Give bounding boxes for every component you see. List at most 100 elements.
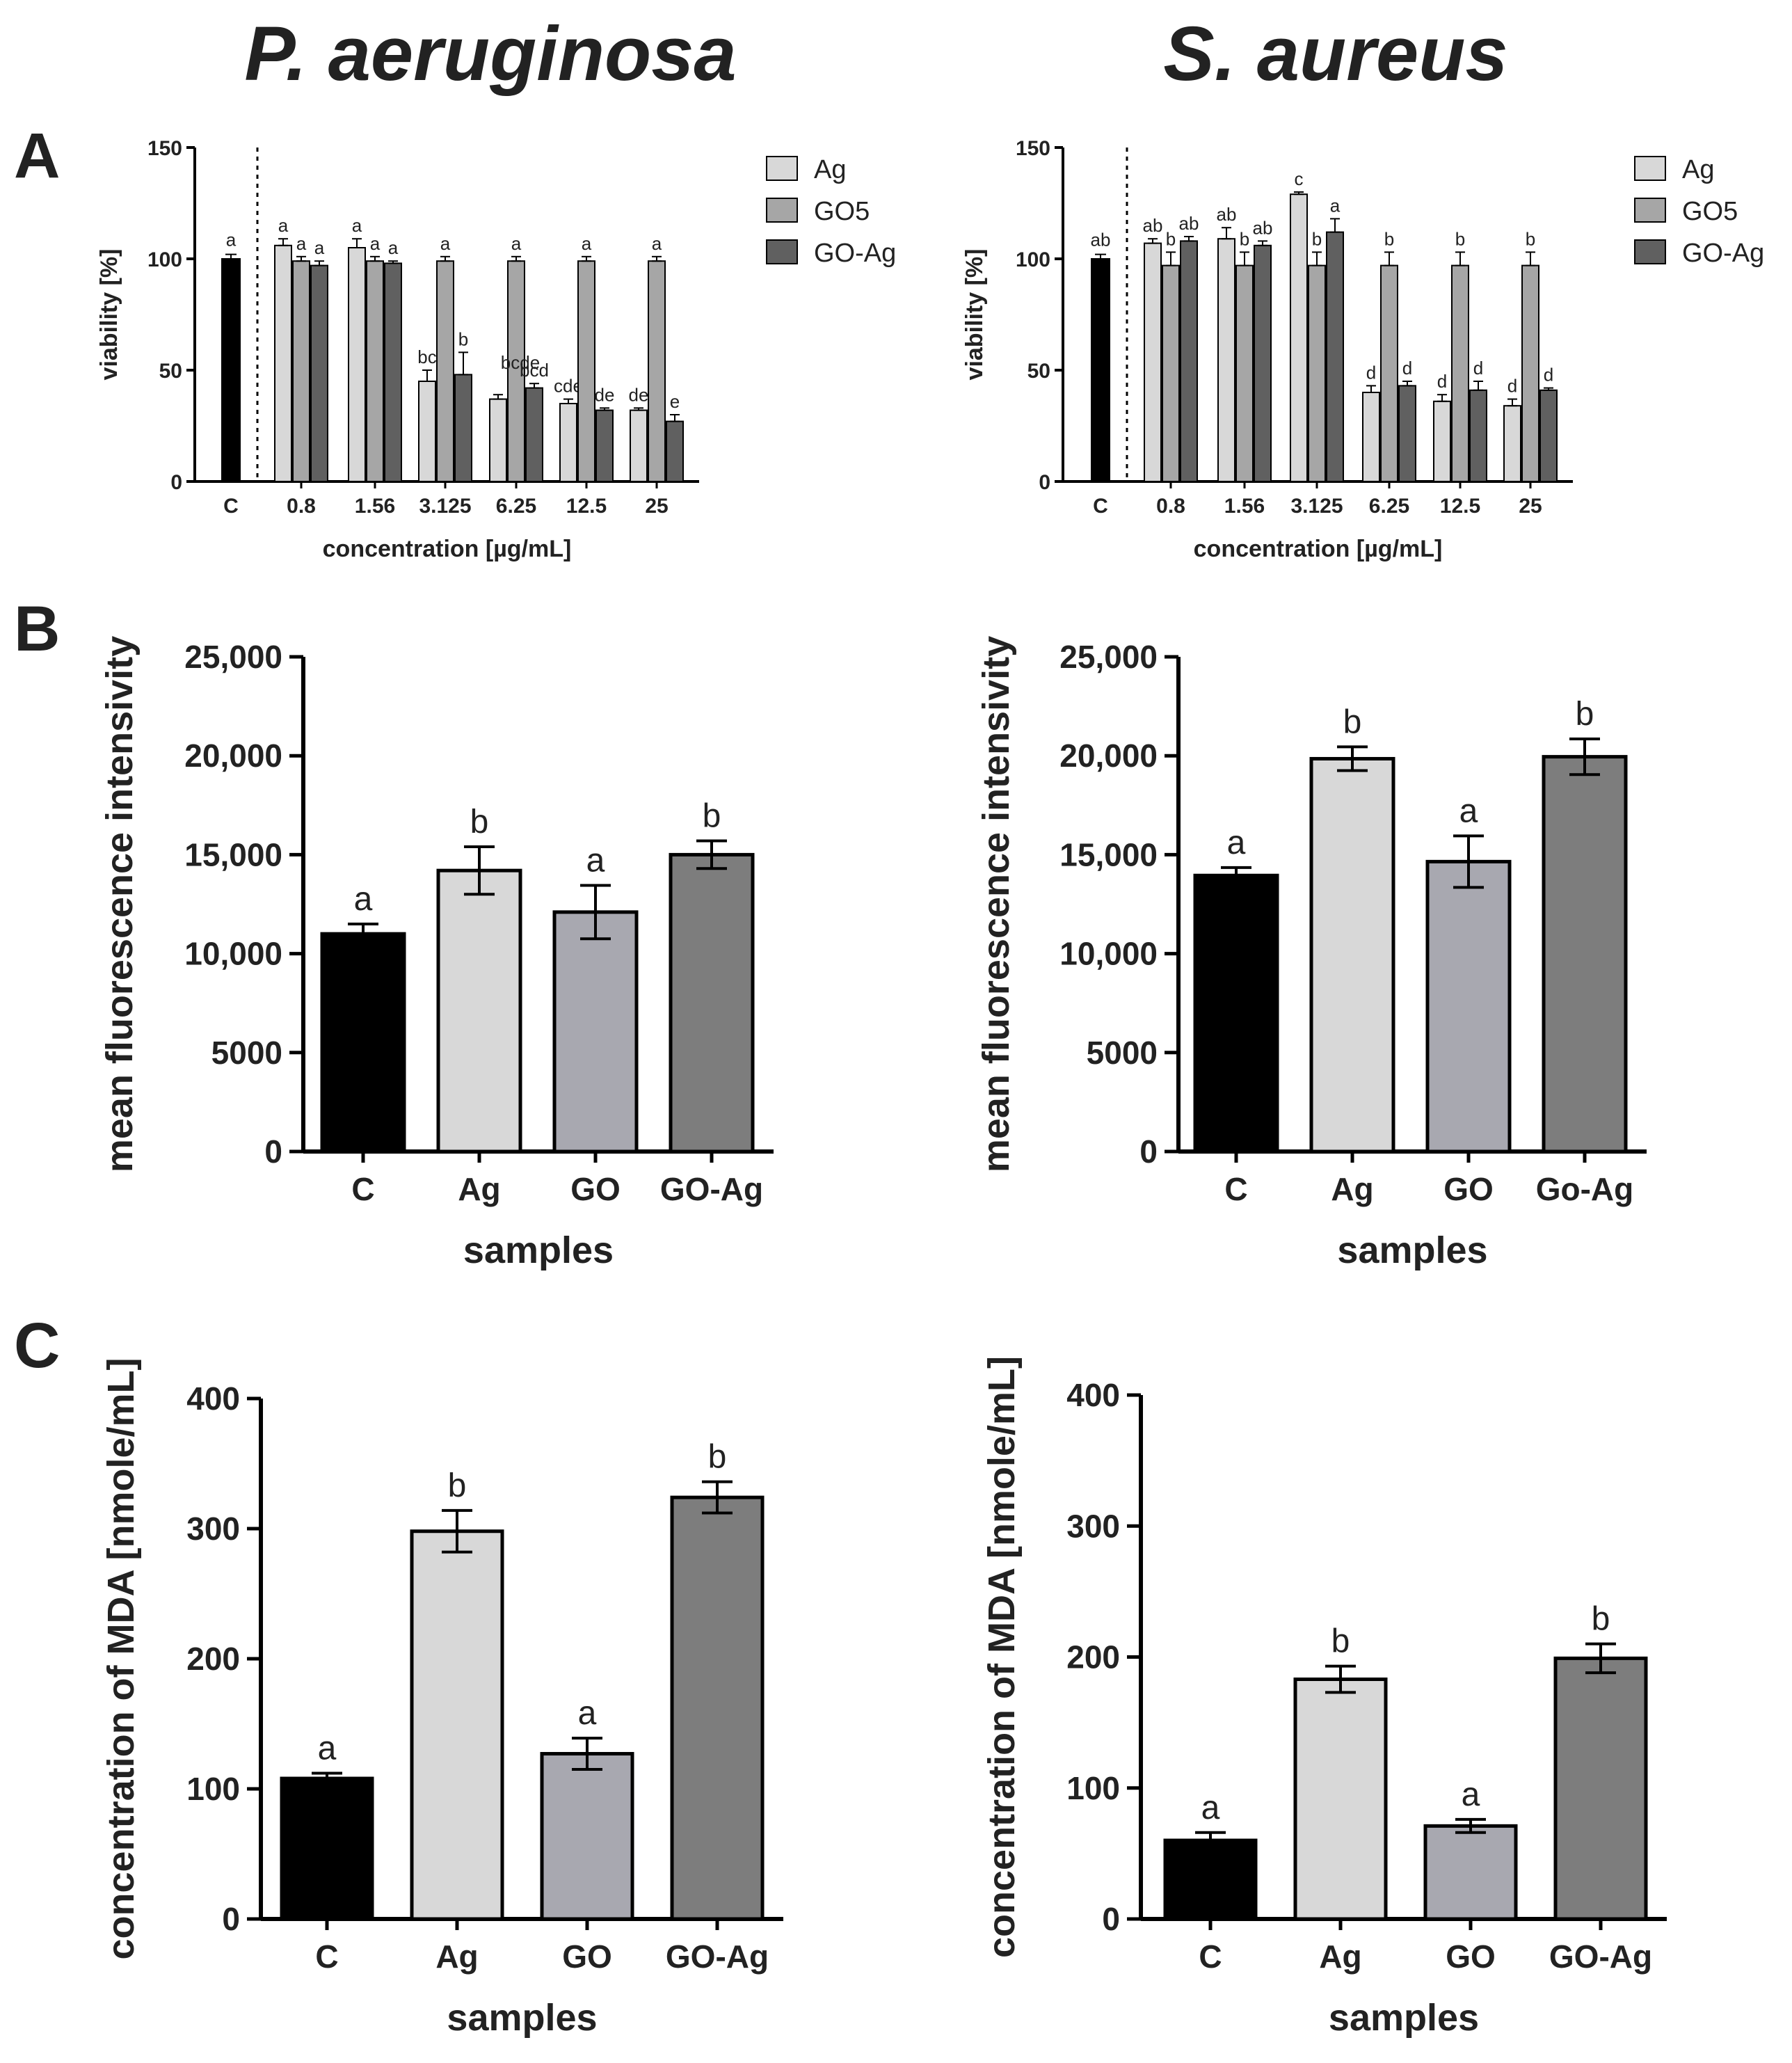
x-tick-label: C	[1199, 1938, 1222, 1975]
panel-label-a: A	[14, 120, 60, 191]
bar-go5	[577, 260, 595, 482]
legend-swatch	[766, 156, 798, 181]
bar-go-ag	[384, 262, 402, 482]
bar-go5	[1162, 264, 1180, 482]
bar-go-ag	[454, 374, 472, 483]
x-tick-label: 3.125	[419, 495, 471, 518]
x-tick-label: 25	[645, 495, 668, 518]
y-tick-label: 0	[1139, 1133, 1158, 1170]
bar-ag	[1362, 392, 1380, 482]
bar-letter: d	[1366, 362, 1376, 383]
bar-letter: d	[1402, 358, 1412, 379]
bar-letter: a	[370, 233, 381, 254]
bar-go-ag	[1553, 1656, 1648, 1921]
legend-swatch	[1634, 198, 1666, 223]
bar-go	[552, 910, 639, 1154]
bar-letter: a	[586, 842, 605, 879]
bar-c	[1163, 1838, 1258, 1921]
bar-letter: ab	[1217, 204, 1237, 225]
bar-letter: a	[582, 233, 592, 254]
y-tick-label: 150	[147, 137, 182, 160]
y-tick-label: 200	[1066, 1639, 1120, 1675]
bar-go-ag	[1539, 389, 1558, 482]
legend-swatch	[1634, 239, 1666, 264]
bar-letter: d	[1473, 358, 1483, 379]
bar-letter: b	[1384, 228, 1394, 249]
bar-letter: a	[1201, 1790, 1220, 1826]
bar-letter: a	[511, 233, 522, 254]
bar-letter: b	[458, 328, 468, 349]
bar-control	[1091, 258, 1110, 482]
bar-ag	[348, 247, 366, 482]
y-tick-label: 400	[1066, 1377, 1120, 1413]
bar-go5	[648, 260, 666, 482]
x-axis-label: samples	[463, 1229, 614, 1271]
bar-ag	[410, 1529, 504, 1921]
bar-go-ag	[670, 1495, 765, 1921]
x-tick-label: 0.8	[287, 495, 316, 518]
bar-go	[540, 1752, 634, 1921]
y-tick-label: 5000	[211, 1035, 282, 1071]
panel-label-c: C	[14, 1310, 60, 1381]
bar-letter: b	[1166, 228, 1176, 249]
x-tick-label: 25	[1519, 495, 1542, 518]
bar-ag	[630, 409, 648, 482]
y-tick-label: 0	[264, 1133, 282, 1170]
bar-c	[1193, 873, 1279, 1154]
bar-letter: b	[1240, 228, 1249, 249]
x-tick-label: GO-Ag	[660, 1171, 763, 1207]
bar-go5	[436, 260, 454, 482]
y-tick-label: 200	[186, 1641, 240, 1677]
x-tick-label: 1.56	[355, 495, 395, 518]
bar-letter: bc	[417, 347, 436, 367]
legend-label: GO-Ag	[1682, 239, 1764, 268]
x-axis-label: concentration [µg/mL]	[323, 536, 572, 562]
x-tick-label: 6.25	[496, 495, 536, 518]
bar-go5	[1521, 264, 1539, 482]
title-left: P. aeruginosa	[244, 11, 736, 97]
bar-letter: ab	[1179, 213, 1199, 234]
bar-c	[320, 932, 406, 1154]
title-right: S. aureus	[1163, 11, 1507, 97]
bar-letter: a	[354, 881, 373, 918]
bar-ag	[559, 403, 577, 482]
legend-label: GO5	[1682, 197, 1738, 226]
bar-letter: e	[670, 391, 680, 412]
y-tick-label: 100	[1016, 248, 1050, 271]
bar-letter: b	[708, 1439, 727, 1476]
legend-swatch	[766, 198, 798, 223]
bar-ag	[436, 868, 522, 1154]
bar-letter: b	[1455, 228, 1465, 249]
bar-go-ag	[1326, 231, 1344, 482]
bar-go-ag	[666, 420, 684, 482]
y-tick-label: 0	[1039, 471, 1050, 494]
bar-letter: b	[1343, 703, 1362, 740]
bar-letter: d	[1437, 371, 1447, 392]
bar-letter: a	[1462, 1776, 1480, 1813]
x-axis-label: samples	[1329, 1997, 1479, 2039]
x-tick-label: Go-Ag	[1536, 1171, 1634, 1207]
y-tick-label: 100	[147, 248, 182, 271]
legend-label: GO-Ag	[814, 239, 896, 268]
bar-letter: ab	[1091, 230, 1111, 250]
y-tick-label: 300	[186, 1511, 240, 1547]
y-tick-label: 100	[186, 1771, 240, 1807]
chart-b-left: 0 5000 10,000 15,000 20,000 25,000 a Cb Ag a GO b GO…	[99, 636, 774, 1271]
bar-go-ag	[595, 409, 614, 482]
bar-letter: a	[440, 233, 451, 254]
bar-letter: a	[652, 233, 662, 254]
legend-label: Ag	[814, 155, 846, 184]
bar-letter: bcd	[520, 360, 549, 381]
x-tick-label: Ag	[458, 1171, 500, 1207]
bar-letter: a	[296, 233, 307, 254]
y-tick-label: 0	[170, 471, 182, 494]
bar-ag	[418, 381, 436, 482]
y-tick-label: 15,000	[1059, 836, 1158, 873]
panel-label-b: B	[14, 594, 60, 664]
bar-ag	[489, 398, 507, 482]
y-tick-label: 100	[1066, 1770, 1120, 1806]
bar-go5	[1308, 264, 1326, 482]
bar-letter: b	[703, 797, 721, 834]
x-tick-label: 6.25	[1369, 495, 1409, 518]
